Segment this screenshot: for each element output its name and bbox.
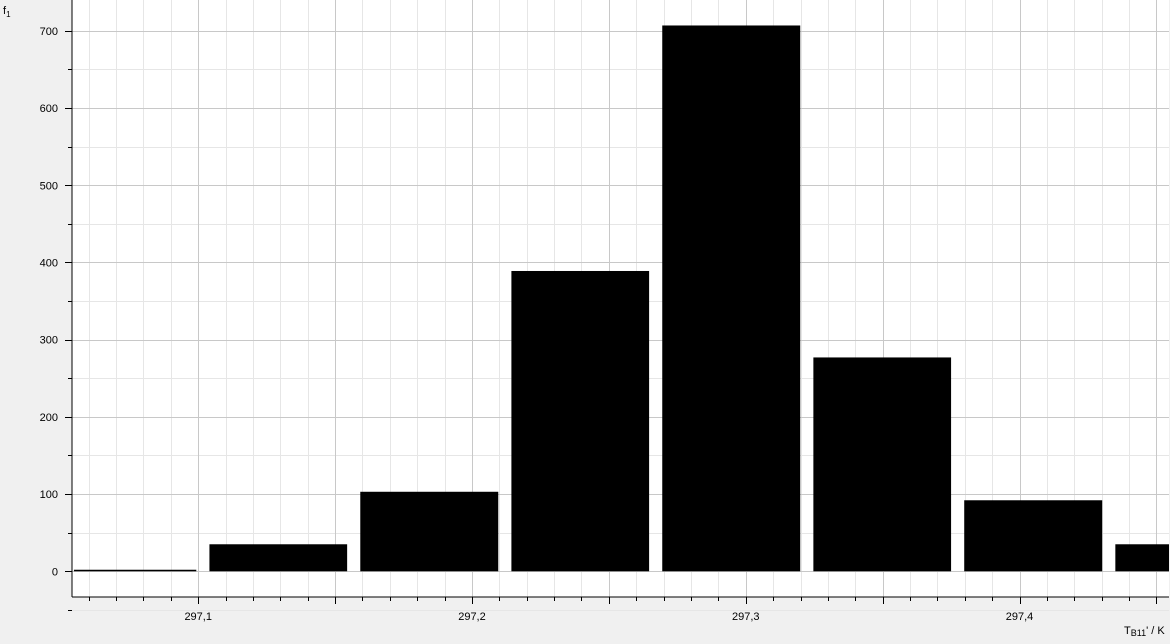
- histogram-bar: [964, 500, 1103, 572]
- x-tick-label: 297,1: [184, 611, 212, 623]
- histogram-bar: [209, 544, 348, 572]
- y-tick-label: 400: [40, 257, 58, 269]
- y-axis-title: f1: [3, 5, 11, 19]
- y-tick-label: 600: [40, 103, 58, 115]
- y-tick-label: 0: [52, 566, 58, 578]
- histogram-bars: [73, 25, 1169, 572]
- histogram-bar: [360, 491, 499, 572]
- x-axis-ticks: 297,1 297,2 297,3 297,4: [89, 597, 1157, 623]
- axes: [71, 0, 1169, 598]
- y-tick-label: 700: [40, 26, 58, 38]
- histogram-bar: [662, 25, 801, 572]
- x-tick-label: 297,2: [458, 611, 486, 623]
- x-axis-title: TB11' / K: [1124, 625, 1165, 638]
- y-tick-label: 200: [40, 412, 58, 424]
- y-tick-label: 100: [40, 489, 58, 501]
- y-axis-ticks: 0 100 200 300 400 500 600 700: [40, 26, 72, 611]
- histogram-bar: [73, 569, 197, 572]
- y-tick-label: 500: [40, 180, 58, 192]
- histogram-bar: [511, 270, 650, 572]
- histogram-bar: [813, 357, 952, 572]
- y-tick-label: 300: [40, 335, 58, 347]
- x-tick-label: 297,4: [1006, 611, 1034, 623]
- x-tick-label: 297,3: [732, 611, 760, 623]
- histogram-bar: [1115, 544, 1169, 572]
